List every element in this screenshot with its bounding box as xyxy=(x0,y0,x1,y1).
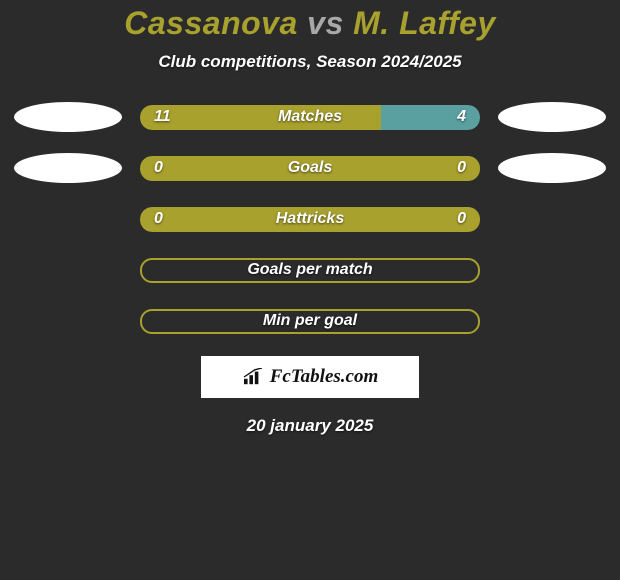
player2-marker xyxy=(498,102,606,132)
player1-name: Cassanova xyxy=(124,5,297,41)
comparison-card: Cassanova vs M. Laffey Club competitions… xyxy=(0,0,620,436)
stat-label: Matches xyxy=(178,108,442,126)
chart-icon xyxy=(242,368,264,386)
right-value: 0 xyxy=(442,159,466,177)
stat-label: Hattricks xyxy=(178,210,442,228)
stat-bar: Goals per match xyxy=(140,258,480,283)
left-value: 11 xyxy=(154,108,178,126)
stats-rows: 11Matches40Goals00Hattricks0Goals per ma… xyxy=(0,102,620,336)
bar-text: 0Hattricks0 xyxy=(140,210,480,228)
right-value: 0 xyxy=(442,210,466,228)
stat-bar: 0Hattricks0 xyxy=(140,207,480,232)
stat-row: 0Hattricks0 xyxy=(0,204,620,234)
stat-bar: Min per goal xyxy=(140,309,480,334)
stat-label: Goals xyxy=(178,159,442,177)
title: Cassanova vs M. Laffey xyxy=(0,5,620,42)
player2-marker xyxy=(498,153,606,183)
left-value: 0 xyxy=(154,210,178,228)
right-value: 4 xyxy=(442,108,466,126)
left-value: 0 xyxy=(154,159,178,177)
stat-bar: 11Matches4 xyxy=(140,105,480,130)
bar-text: 0Goals0 xyxy=(140,159,480,177)
date-label: 20 january 2025 xyxy=(0,416,620,436)
player1-marker xyxy=(14,102,122,132)
stat-row: 0Goals0 xyxy=(0,153,620,183)
player2-name: M. Laffey xyxy=(353,5,496,41)
marker-placeholder xyxy=(14,306,122,336)
player1-marker xyxy=(14,153,122,183)
marker-placeholder xyxy=(498,255,606,285)
marker-placeholder xyxy=(14,255,122,285)
marker-placeholder xyxy=(14,204,122,234)
logo-text: FcTables.com xyxy=(270,366,379,388)
bar-text: 11Matches4 xyxy=(140,108,480,126)
stat-label: Goals per match xyxy=(142,261,478,279)
stat-row: Min per goal xyxy=(0,306,620,336)
stat-bar: 0Goals0 xyxy=(140,156,480,181)
stat-row: Goals per match xyxy=(0,255,620,285)
fctables-logo: FcTables.com xyxy=(201,356,419,398)
marker-placeholder xyxy=(498,306,606,336)
stat-row: 11Matches4 xyxy=(0,102,620,132)
stat-label: Min per goal xyxy=(142,312,478,330)
subtitle: Club competitions, Season 2024/2025 xyxy=(0,52,620,72)
vs-separator: vs xyxy=(307,5,344,41)
marker-placeholder xyxy=(498,204,606,234)
